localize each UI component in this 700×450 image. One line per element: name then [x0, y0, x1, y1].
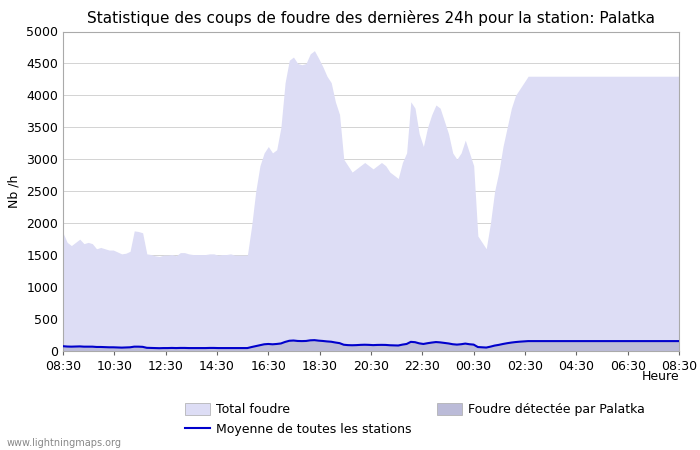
Text: Heure: Heure	[641, 370, 679, 383]
Y-axis label: Nb /h: Nb /h	[8, 175, 20, 208]
Legend: Total foudre, Moyenne de toutes les stations, Foudre détectée par Palatka: Total foudre, Moyenne de toutes les stat…	[180, 398, 650, 441]
Text: www.lightningmaps.org: www.lightningmaps.org	[7, 438, 122, 448]
Title: Statistique des coups de foudre des dernières 24h pour la station: Palatka: Statistique des coups de foudre des dern…	[87, 10, 655, 26]
